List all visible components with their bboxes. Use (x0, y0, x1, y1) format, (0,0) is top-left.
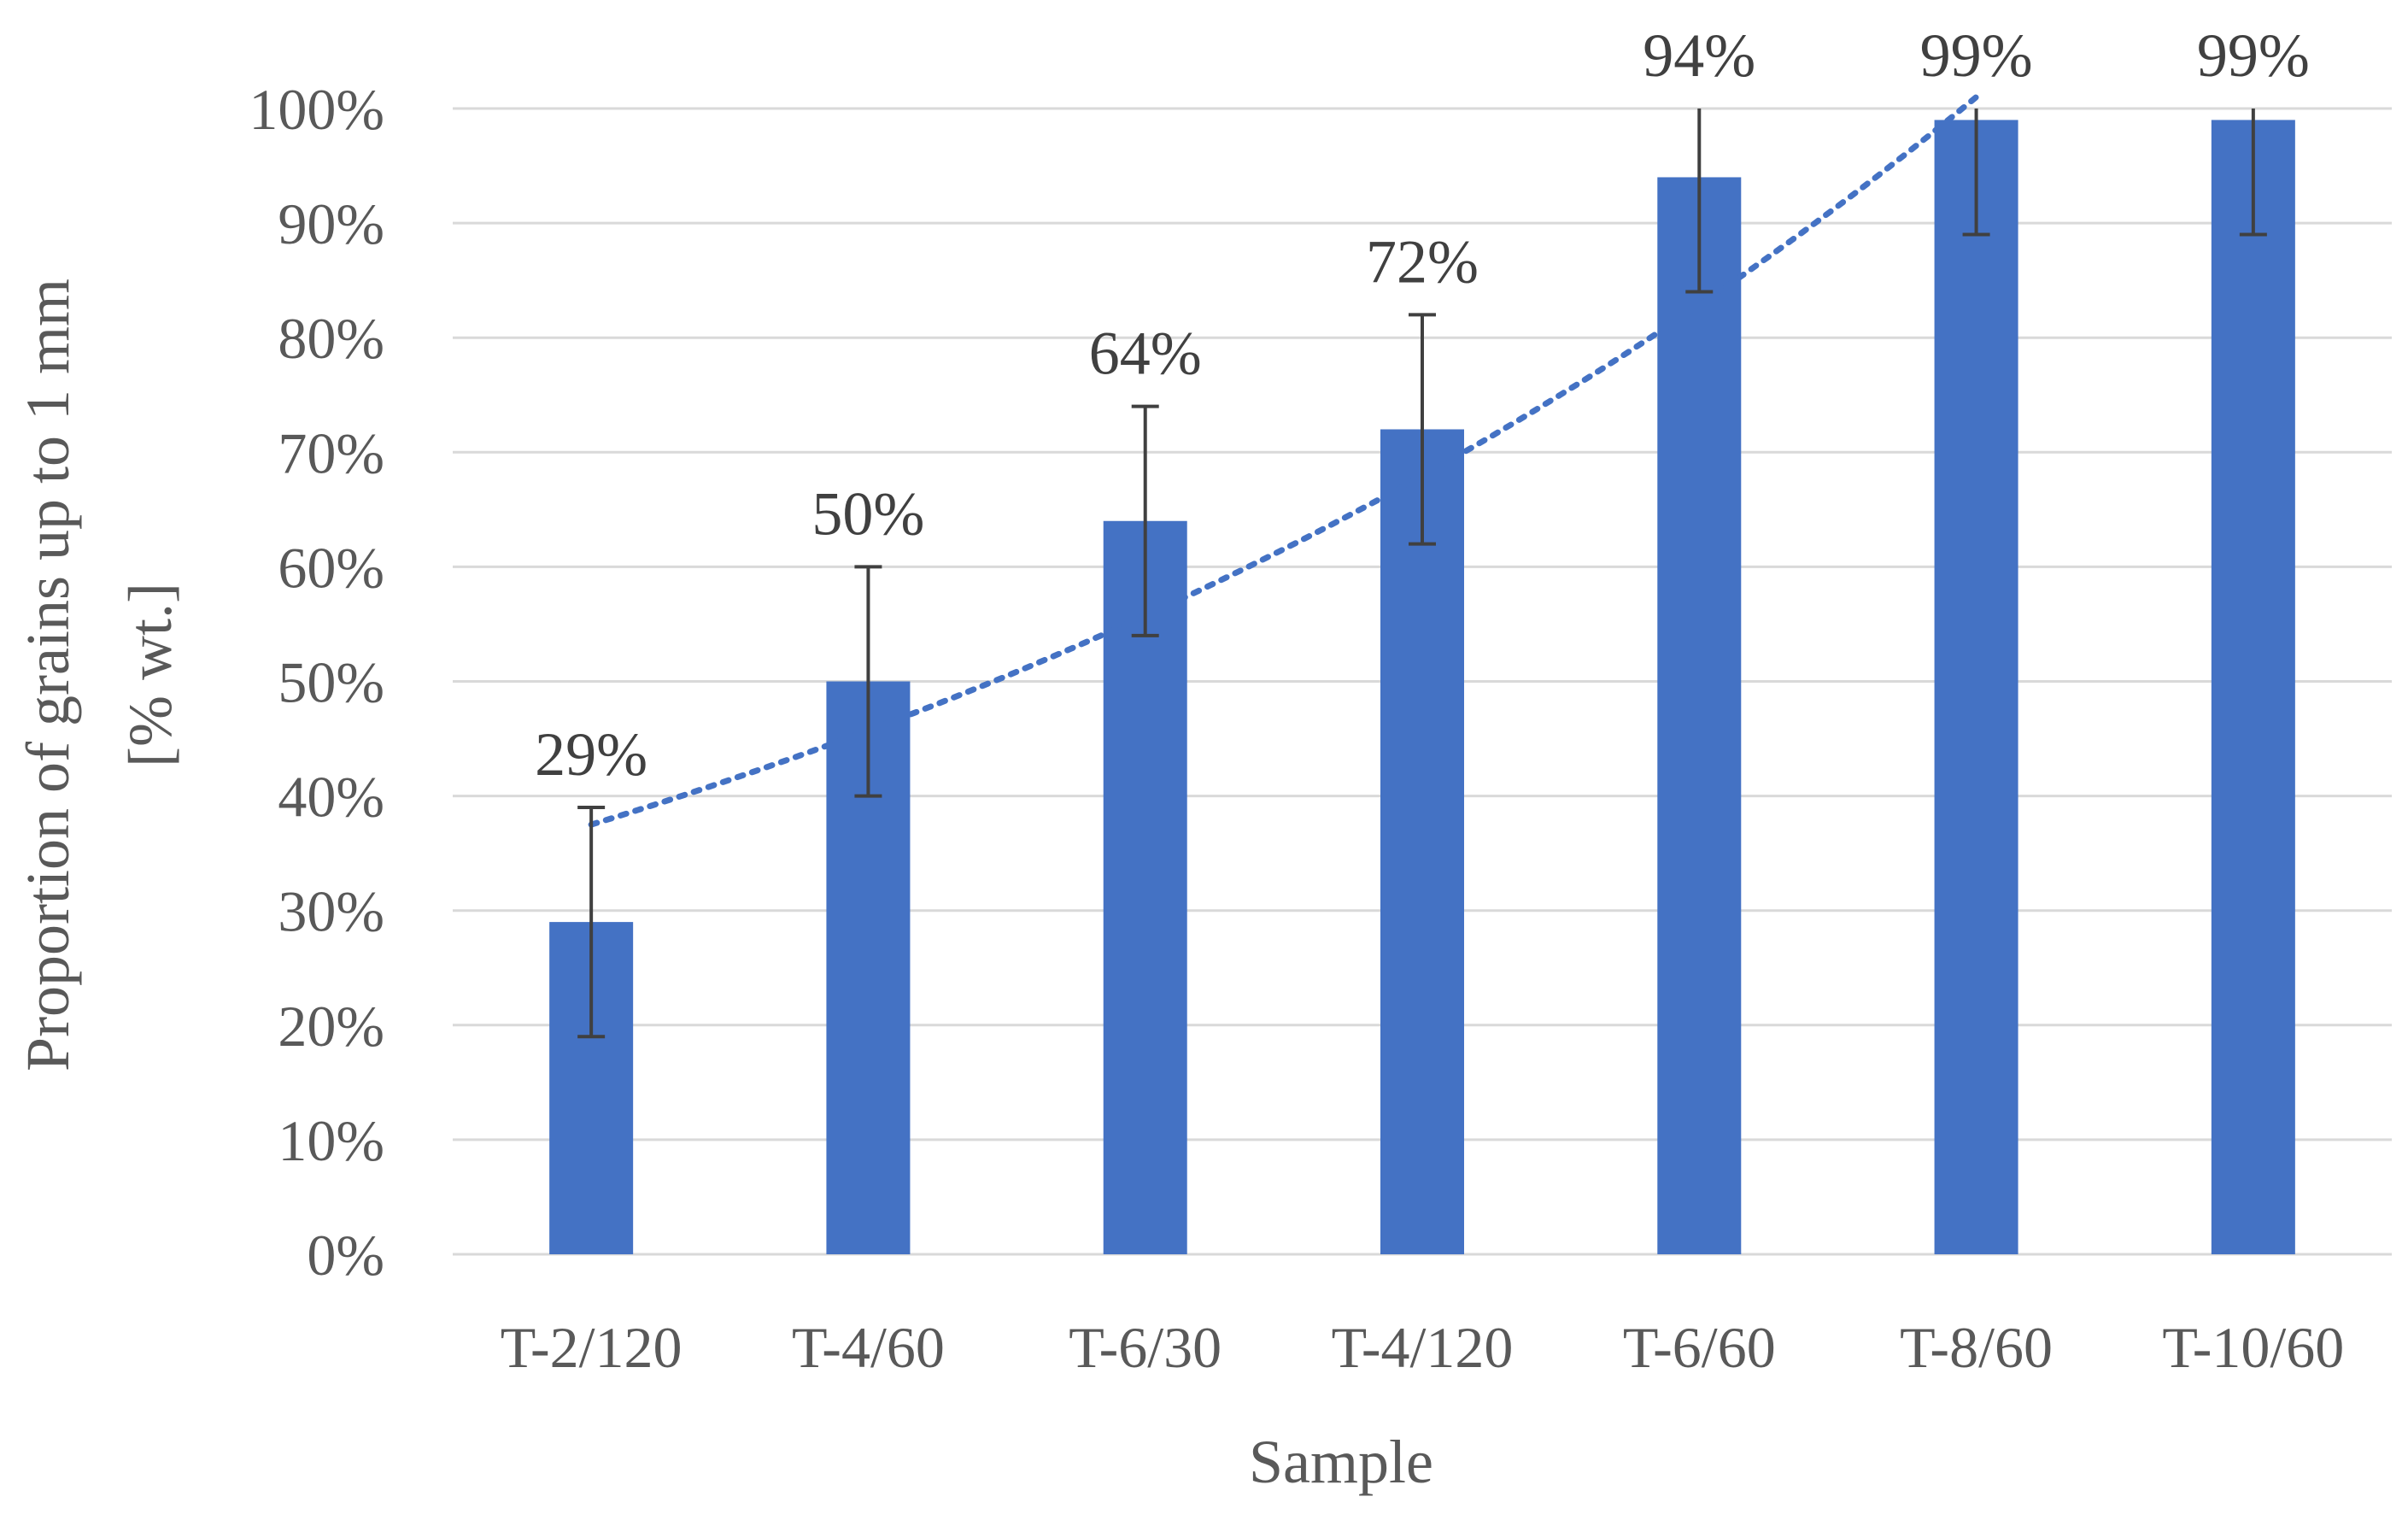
data-label: 99% (2197, 21, 2310, 90)
x-axis-title: Sample (1249, 1428, 1433, 1496)
x-tick-label: T-4/120 (1332, 1315, 1514, 1380)
y-tick-label: 60% (278, 535, 384, 600)
trendline-group (588, 94, 1980, 828)
y-tick-label: 100% (249, 77, 384, 142)
y-axis-title-line-1: Proportion of grains up to 1 mm (14, 279, 82, 1071)
bar-T-10/60 (2211, 120, 2295, 1254)
error-bar (1131, 404, 1159, 637)
y-tick-label: 20% (278, 994, 384, 1059)
x-tick-label: T-10/60 (2162, 1315, 2344, 1380)
data-label: 29% (535, 720, 647, 789)
y-tick-label: 50% (278, 650, 384, 715)
bars (549, 120, 2295, 1255)
bar-T-6/60 (1657, 177, 1742, 1255)
error-bars (577, 109, 2267, 1039)
y-tick-label: 40% (278, 765, 384, 830)
bar-T-8/60 (1934, 120, 2018, 1254)
error-bar (854, 565, 882, 798)
x-axis-tick-labels: T-2/120 T-4/60 T-6/30 T-4/120 T-6/60 T-8/60 T-… (501, 1315, 2345, 1380)
data-label: 99% (1920, 21, 2033, 90)
y-tick-label: 80% (278, 306, 384, 371)
error-bar (1409, 313, 1436, 546)
data-label: 72% (1366, 227, 1479, 296)
x-tick-label: T-8/60 (1900, 1315, 2053, 1380)
error-bar (1962, 109, 1990, 237)
y-tick-label: 90% (278, 191, 384, 256)
data-labels: 29% 50% 64% 72% 94% 99% 99% (535, 21, 2310, 789)
y-axis-title-line-2: [% wt.] (116, 583, 185, 767)
x-tick-label: T-2/120 (501, 1315, 683, 1380)
bar-T-6/30 (1103, 520, 1187, 1254)
y-tick-label: 0% (307, 1223, 384, 1288)
y-tick-label: 30% (278, 879, 384, 944)
y-tick-label: 10% (278, 1108, 384, 1173)
x-tick-label: T-6/60 (1623, 1315, 1776, 1380)
trendline (588, 94, 1980, 828)
bar-T-4/120 (1380, 429, 1464, 1255)
data-label: 64% (1089, 320, 1202, 388)
y-tick-label: 70% (278, 420, 384, 485)
x-tick-label: T-4/60 (792, 1315, 945, 1380)
data-label: 50% (811, 479, 924, 548)
error-bar (577, 806, 606, 1039)
data-label: 94% (1643, 21, 1755, 90)
error-bar (1685, 109, 1714, 294)
y-axis-tick-labels: 0% 10% 20% 30% 40% 50% 60% 70% 80% 90% 100% (249, 77, 384, 1288)
x-tick-label: T-6/30 (1069, 1315, 1222, 1380)
error-bar (2239, 109, 2267, 237)
